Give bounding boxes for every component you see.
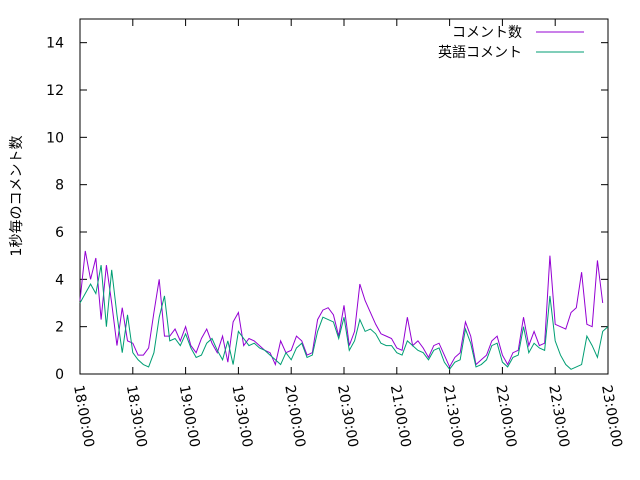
legend-label-2: 英語コメント [438,44,522,61]
y-tick-label: 12 [46,83,64,99]
y-axis-label: 1秒毎のコメント数 [9,136,25,257]
y-tick-label: 2 [55,320,64,336]
series-line-2 [79,265,609,371]
y-tick-label: 8 [55,178,64,194]
y-tick-label: 0 [55,367,64,383]
y-tick-label: 14 [46,36,64,52]
legend-label-1: コメント数 [452,25,522,41]
plot-area [79,250,609,371]
y-tick-label: 10 [46,130,64,146]
y-tick-label: 6 [55,225,64,241]
y-tick-label: 4 [55,272,64,288]
series-line-1 [79,250,604,369]
